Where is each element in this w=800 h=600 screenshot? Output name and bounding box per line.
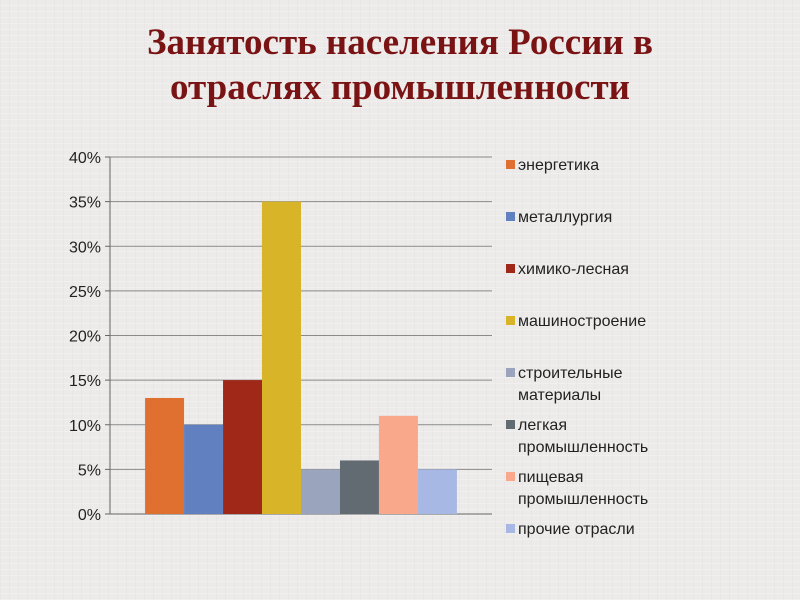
legend-label: легкая промышленность (518, 417, 648, 456)
y-tick-label: 0% (78, 507, 101, 524)
legend-label: металлургия (518, 209, 612, 226)
y-tick-label: 35% (69, 195, 101, 212)
legend-label: строительные материалы (518, 365, 623, 404)
legend-swatch (506, 368, 515, 377)
legend-label: химико-лесная (518, 261, 629, 278)
bar-энергетика (145, 397, 185, 514)
bar-строительные-материалы (301, 469, 340, 514)
bar-прочие-отрасли (417, 469, 457, 514)
bar-химико-лесная (223, 380, 263, 514)
y-tick-label: 15% (69, 373, 101, 390)
slide-title-line-2: отраслях промышленности (170, 67, 630, 108)
chart-axes: 0% 5% 10% 15% 20% 25% 30% 35% 40% (69, 150, 492, 524)
bar-пищевая-промышленность (378, 415, 418, 514)
legend-swatch (506, 212, 515, 221)
y-tick-label: 10% (69, 418, 101, 435)
y-tick-label: 40% (69, 150, 101, 167)
y-tick-label: 20% (69, 329, 101, 346)
slide-title-line-1: Занятость населения России в (146, 22, 654, 63)
legend-swatch (506, 316, 515, 325)
legend-label: прочие отрасли (518, 521, 635, 538)
slide-title: Занятость населения России в отраслях пр… (40, 20, 760, 110)
legend-swatch (506, 420, 515, 429)
y-tick-label: 25% (69, 284, 101, 301)
y-tick-label: 30% (69, 239, 101, 256)
legend-swatch (506, 160, 515, 169)
bar-металлургия (184, 424, 224, 514)
legend-label: пищевая промышленность (518, 469, 648, 508)
bar-машиностроение (262, 201, 301, 514)
legend-label: энергетика (518, 157, 599, 174)
legend-swatch (506, 264, 515, 273)
chart-bars (145, 201, 457, 514)
y-tick-label: 5% (78, 462, 101, 479)
legend-swatch (506, 524, 515, 533)
legend-label: машиностроение (518, 313, 646, 330)
legend-swatch (506, 472, 515, 481)
chart-legend: энергетика металлургия химико-лесная машино… (506, 157, 648, 538)
bar-легкая-промышленность (339, 460, 379, 514)
